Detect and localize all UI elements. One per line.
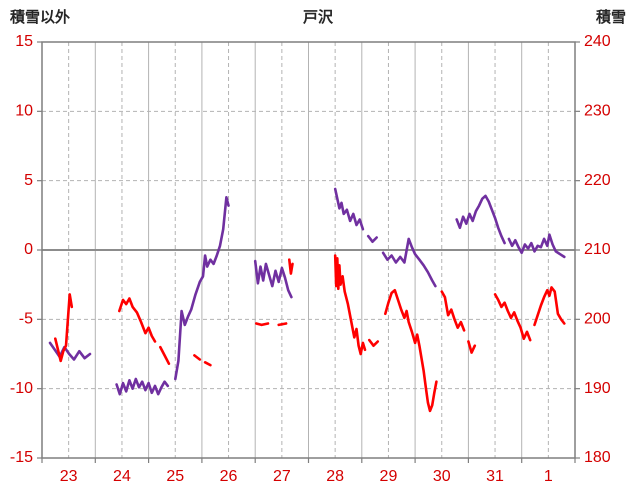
chart-title: 戸沢 xyxy=(302,9,333,26)
y-tick-label-left: 5 xyxy=(24,172,33,189)
red-series-segment xyxy=(440,290,466,332)
red-series-segment xyxy=(467,340,477,354)
y-tick-label-left: 10 xyxy=(15,103,33,120)
y-tick-label-left: 0 xyxy=(24,241,33,258)
purple-series-segment xyxy=(381,237,437,288)
y-tick-label-right: 220 xyxy=(584,172,611,189)
y-tick-label-right: 240 xyxy=(584,33,611,50)
x-tick-label: 31 xyxy=(486,468,504,485)
x-tick-label: 23 xyxy=(60,468,78,485)
purple-series-segment xyxy=(366,234,379,243)
y-tick-label-right: 200 xyxy=(584,311,611,328)
red-series-segment xyxy=(533,286,566,327)
purple-series-segment xyxy=(174,196,230,381)
y-tick-label-left: -5 xyxy=(19,311,33,328)
purple-series-segment xyxy=(253,259,293,299)
x-tick-label: 30 xyxy=(433,468,451,485)
purple-series-segment xyxy=(507,233,566,259)
right-axis-title: 積雪 xyxy=(595,9,626,26)
purple-series-segment xyxy=(115,377,170,396)
y-tick-label-left: 15 xyxy=(15,33,33,50)
red-series-segment xyxy=(367,338,380,348)
x-tick-label: 25 xyxy=(166,468,184,485)
red-series-segment xyxy=(118,297,157,343)
x-tick-label: 1 xyxy=(544,468,553,485)
red-series-segment xyxy=(53,293,74,363)
red-series-segment xyxy=(203,360,212,367)
red-series-segment xyxy=(277,322,288,327)
x-tick-label: 24 xyxy=(113,468,131,485)
x-tick-label: 29 xyxy=(380,468,398,485)
red-series-segment xyxy=(333,254,367,356)
x-tick-label: 27 xyxy=(273,468,291,485)
y-tick-label-left: -10 xyxy=(10,380,33,397)
y-tick-label-right: 210 xyxy=(584,241,611,258)
purple-series-segment xyxy=(455,194,506,245)
red-series-segment xyxy=(193,354,202,361)
red-series-segment xyxy=(383,288,438,413)
x-tick-label: 26 xyxy=(220,468,238,485)
y-tick-label-left: -15 xyxy=(10,449,33,466)
left-axis-title: 積雪以外 xyxy=(10,9,71,26)
purple-series-segment xyxy=(48,341,92,361)
red-series-segment xyxy=(287,258,294,275)
red-series-segment xyxy=(159,345,171,366)
red-series-segment xyxy=(254,322,270,327)
red-series-segment xyxy=(493,293,532,342)
y-tick-label-right: 230 xyxy=(584,103,611,120)
y-tick-label-right: 190 xyxy=(584,380,611,397)
x-tick-label: 28 xyxy=(326,468,344,485)
purple-series-segment xyxy=(333,187,365,231)
y-tick-label-right: 180 xyxy=(584,449,611,466)
